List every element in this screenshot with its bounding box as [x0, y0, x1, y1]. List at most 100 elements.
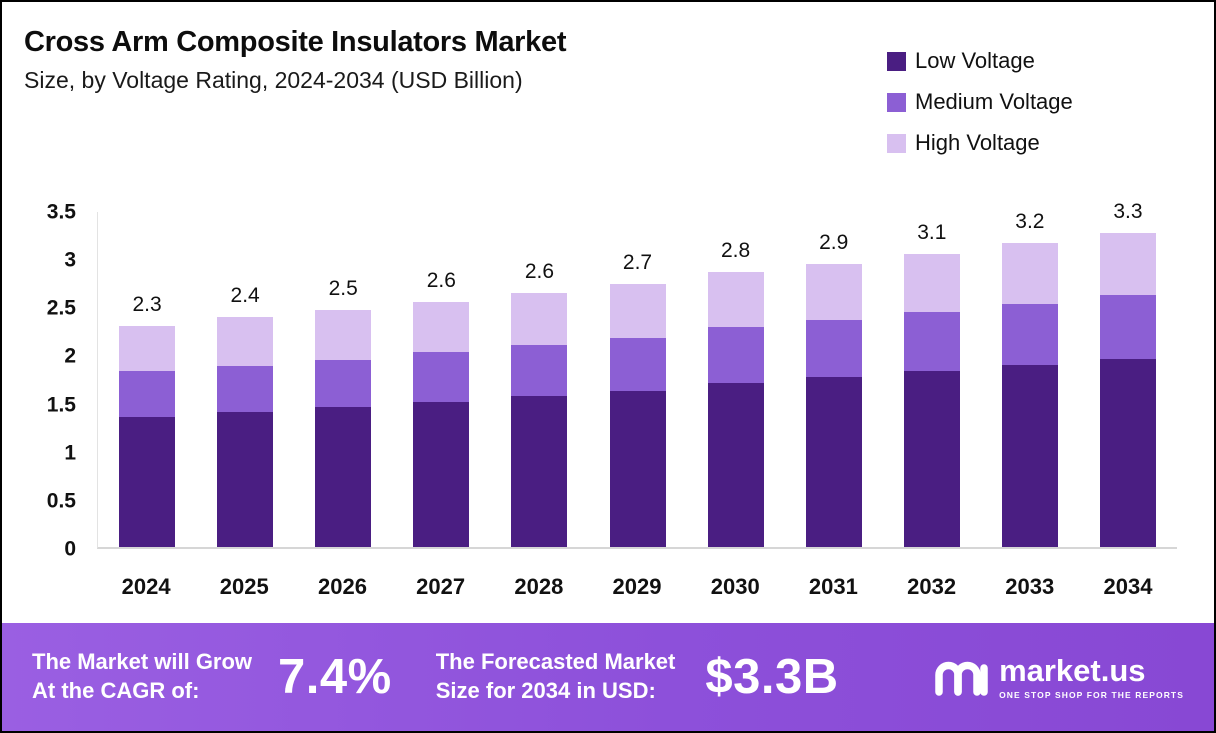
bar-segment-medium-voltage[interactable]	[1099, 295, 1156, 359]
bar-segment-high-voltage[interactable]	[315, 310, 372, 360]
bar-segment-low-voltage[interactable]	[903, 371, 960, 547]
legend: Low Voltage Medium Voltage High Voltage	[887, 48, 1073, 156]
bar-stack[interactable]	[315, 310, 372, 547]
x-axis-label: 2026	[317, 574, 367, 599]
bar-segment-medium-voltage[interactable]	[707, 327, 764, 383]
bar-segment-medium-voltage[interactable]	[315, 360, 372, 407]
legend-item-medium-voltage[interactable]: Medium Voltage	[887, 89, 1073, 115]
bar-segment-medium-voltage[interactable]	[903, 312, 960, 371]
legend-swatch-low-voltage	[887, 51, 906, 71]
bar-total-label: 2.4	[230, 284, 260, 307]
bar-total-label: 3.1	[917, 221, 947, 244]
bar-segment-medium-voltage[interactable]	[609, 338, 666, 391]
x-axis-label: 2034	[1103, 574, 1153, 599]
bar-total-label: 2.6	[426, 269, 456, 292]
bar-segment-low-voltage[interactable]	[805, 377, 862, 547]
bar-segment-medium-voltage[interactable]	[119, 371, 176, 417]
x-axis-label: 2027	[416, 574, 466, 599]
y-axis-tick-label: 1.5	[46, 393, 76, 417]
bar-segment-high-voltage[interactable]	[1099, 233, 1156, 295]
bar-segment-high-voltage[interactable]	[119, 326, 176, 371]
bar-segment-low-voltage[interactable]	[217, 412, 274, 547]
legend-swatch-high-voltage	[887, 133, 906, 153]
bar-total-label: 2.9	[819, 231, 849, 254]
bar-total-label: 2.6	[524, 260, 555, 283]
bar-segment-low-voltage[interactable]	[511, 396, 568, 547]
x-axis-label: 2028	[514, 574, 564, 599]
bar-total-label: 2.8	[721, 239, 751, 262]
y-axis-tick-label: 1	[64, 441, 76, 465]
bar-segment-high-voltage[interactable]	[413, 302, 470, 352]
bars-row: 2.3 2.4 2.5 2.6 2.6 2.7 2.8 2.9 3.1 3.2 3.3	[98, 200, 1177, 547]
x-axis-label: 2025	[219, 574, 269, 599]
y-axis-tick-label: 3.5	[46, 200, 76, 224]
bar-stack[interactable]	[217, 317, 274, 547]
brand-tagline: ONE STOP SHOP FOR THE REPORTS	[999, 689, 1184, 700]
y-axis-tick-label: 2	[64, 344, 76, 368]
bar-slot: 2.3	[98, 212, 196, 547]
bar-stack[interactable]	[707, 272, 764, 547]
bar-stack[interactable]	[511, 293, 568, 547]
bar-slot: 3.2	[981, 210, 1079, 547]
bar-segment-high-voltage[interactable]	[1001, 243, 1058, 304]
bar-segment-medium-voltage[interactable]	[1001, 304, 1058, 365]
legend-label: High Voltage	[915, 130, 1040, 155]
bar-segment-high-voltage[interactable]	[609, 284, 666, 338]
x-axis-label: 2024	[121, 574, 171, 599]
bar-segment-low-voltage[interactable]	[413, 402, 470, 547]
cagr-label-line1: The Market will Grow	[32, 649, 253, 675]
bar-stack[interactable]	[1001, 243, 1058, 547]
marketus-brand[interactable]: market.us ONE STOP SHOP FOR THE REPORTS	[933, 654, 1184, 701]
bar-slot: 3.3	[1079, 200, 1177, 547]
y-axis-tick-label: 2.5	[46, 296, 76, 320]
bar-stack[interactable]	[805, 264, 862, 547]
bar-slot: 2.8	[687, 212, 785, 547]
y-axis: 3.5 3 2.5 2 1.5 1 0.5 0	[2, 202, 90, 560]
bar-slot: 2.6	[392, 212, 490, 547]
bar-total-label: 3.2	[1015, 210, 1045, 233]
bar-total-label: 2.7	[622, 251, 653, 274]
bar-segment-high-voltage[interactable]	[217, 317, 274, 366]
bar-segment-high-voltage[interactable]	[511, 293, 568, 345]
bar-total-label: 2.5	[328, 277, 358, 300]
legend-swatch-medium-voltage	[887, 92, 906, 112]
chart-subtitle: Size, by Voltage Rating, 2024-2034 (USD …	[24, 67, 523, 93]
bar-stack[interactable]	[119, 326, 176, 547]
bar-segment-medium-voltage[interactable]	[511, 345, 568, 396]
legend-item-high-voltage[interactable]: High Voltage	[887, 130, 1073, 156]
bar-segment-medium-voltage[interactable]	[805, 320, 862, 377]
footer-banner: The Market will Grow At the CAGR of: 7.4…	[2, 623, 1214, 731]
x-axis-label: 2032	[907, 574, 957, 599]
brand-name: market.us	[999, 652, 1146, 688]
legend-item-low-voltage[interactable]: Low Voltage	[887, 48, 1073, 74]
bar-slot: 2.9	[785, 212, 883, 547]
bar-segment-low-voltage[interactable]	[707, 383, 764, 547]
bar-segment-high-voltage[interactable]	[805, 264, 862, 320]
bar-segment-low-voltage[interactable]	[1099, 359, 1156, 547]
marketus-logo-icon	[933, 654, 989, 701]
bar-stack[interactable]	[1099, 233, 1156, 547]
x-axis-label: 2030	[710, 574, 760, 599]
bar-segment-high-voltage[interactable]	[903, 254, 960, 312]
y-axis-tick-label: 0.5	[46, 489, 76, 513]
bar-segment-low-voltage[interactable]	[609, 391, 666, 547]
cagr-label: The Market will Grow At the CAGR of:	[32, 648, 252, 705]
y-axis-tick-label: 3	[64, 248, 76, 272]
bar-segment-high-voltage[interactable]	[707, 272, 764, 327]
bar-segment-medium-voltage[interactable]	[217, 366, 274, 412]
bar-stack[interactable]	[903, 254, 960, 547]
x-axis: 2024 2025 2026 2027 2028 2029 2030 2031 2032 2033…	[97, 574, 1177, 600]
brand-text: market.us ONE STOP SHOP FOR THE REPORTS	[999, 655, 1184, 700]
x-axis-label: 2029	[612, 574, 662, 599]
bar-segment-low-voltage[interactable]	[315, 407, 372, 547]
bar-stack[interactable]	[413, 302, 470, 547]
bar-segment-low-voltage[interactable]	[119, 417, 176, 547]
bar-stack[interactable]	[609, 284, 666, 547]
plot-area: 2.3 2.4 2.5 2.6 2.6 2.7 2.8 2.9 3.1 3.2 3.3	[97, 200, 1177, 549]
bar-total-label: 2.3	[132, 293, 162, 316]
bar-segment-low-voltage[interactable]	[1001, 365, 1058, 547]
bar-segment-medium-voltage[interactable]	[413, 352, 470, 402]
bar-slot: 3.1	[883, 212, 981, 547]
forecast-label-line1: The Forecasted Market	[435, 649, 676, 675]
